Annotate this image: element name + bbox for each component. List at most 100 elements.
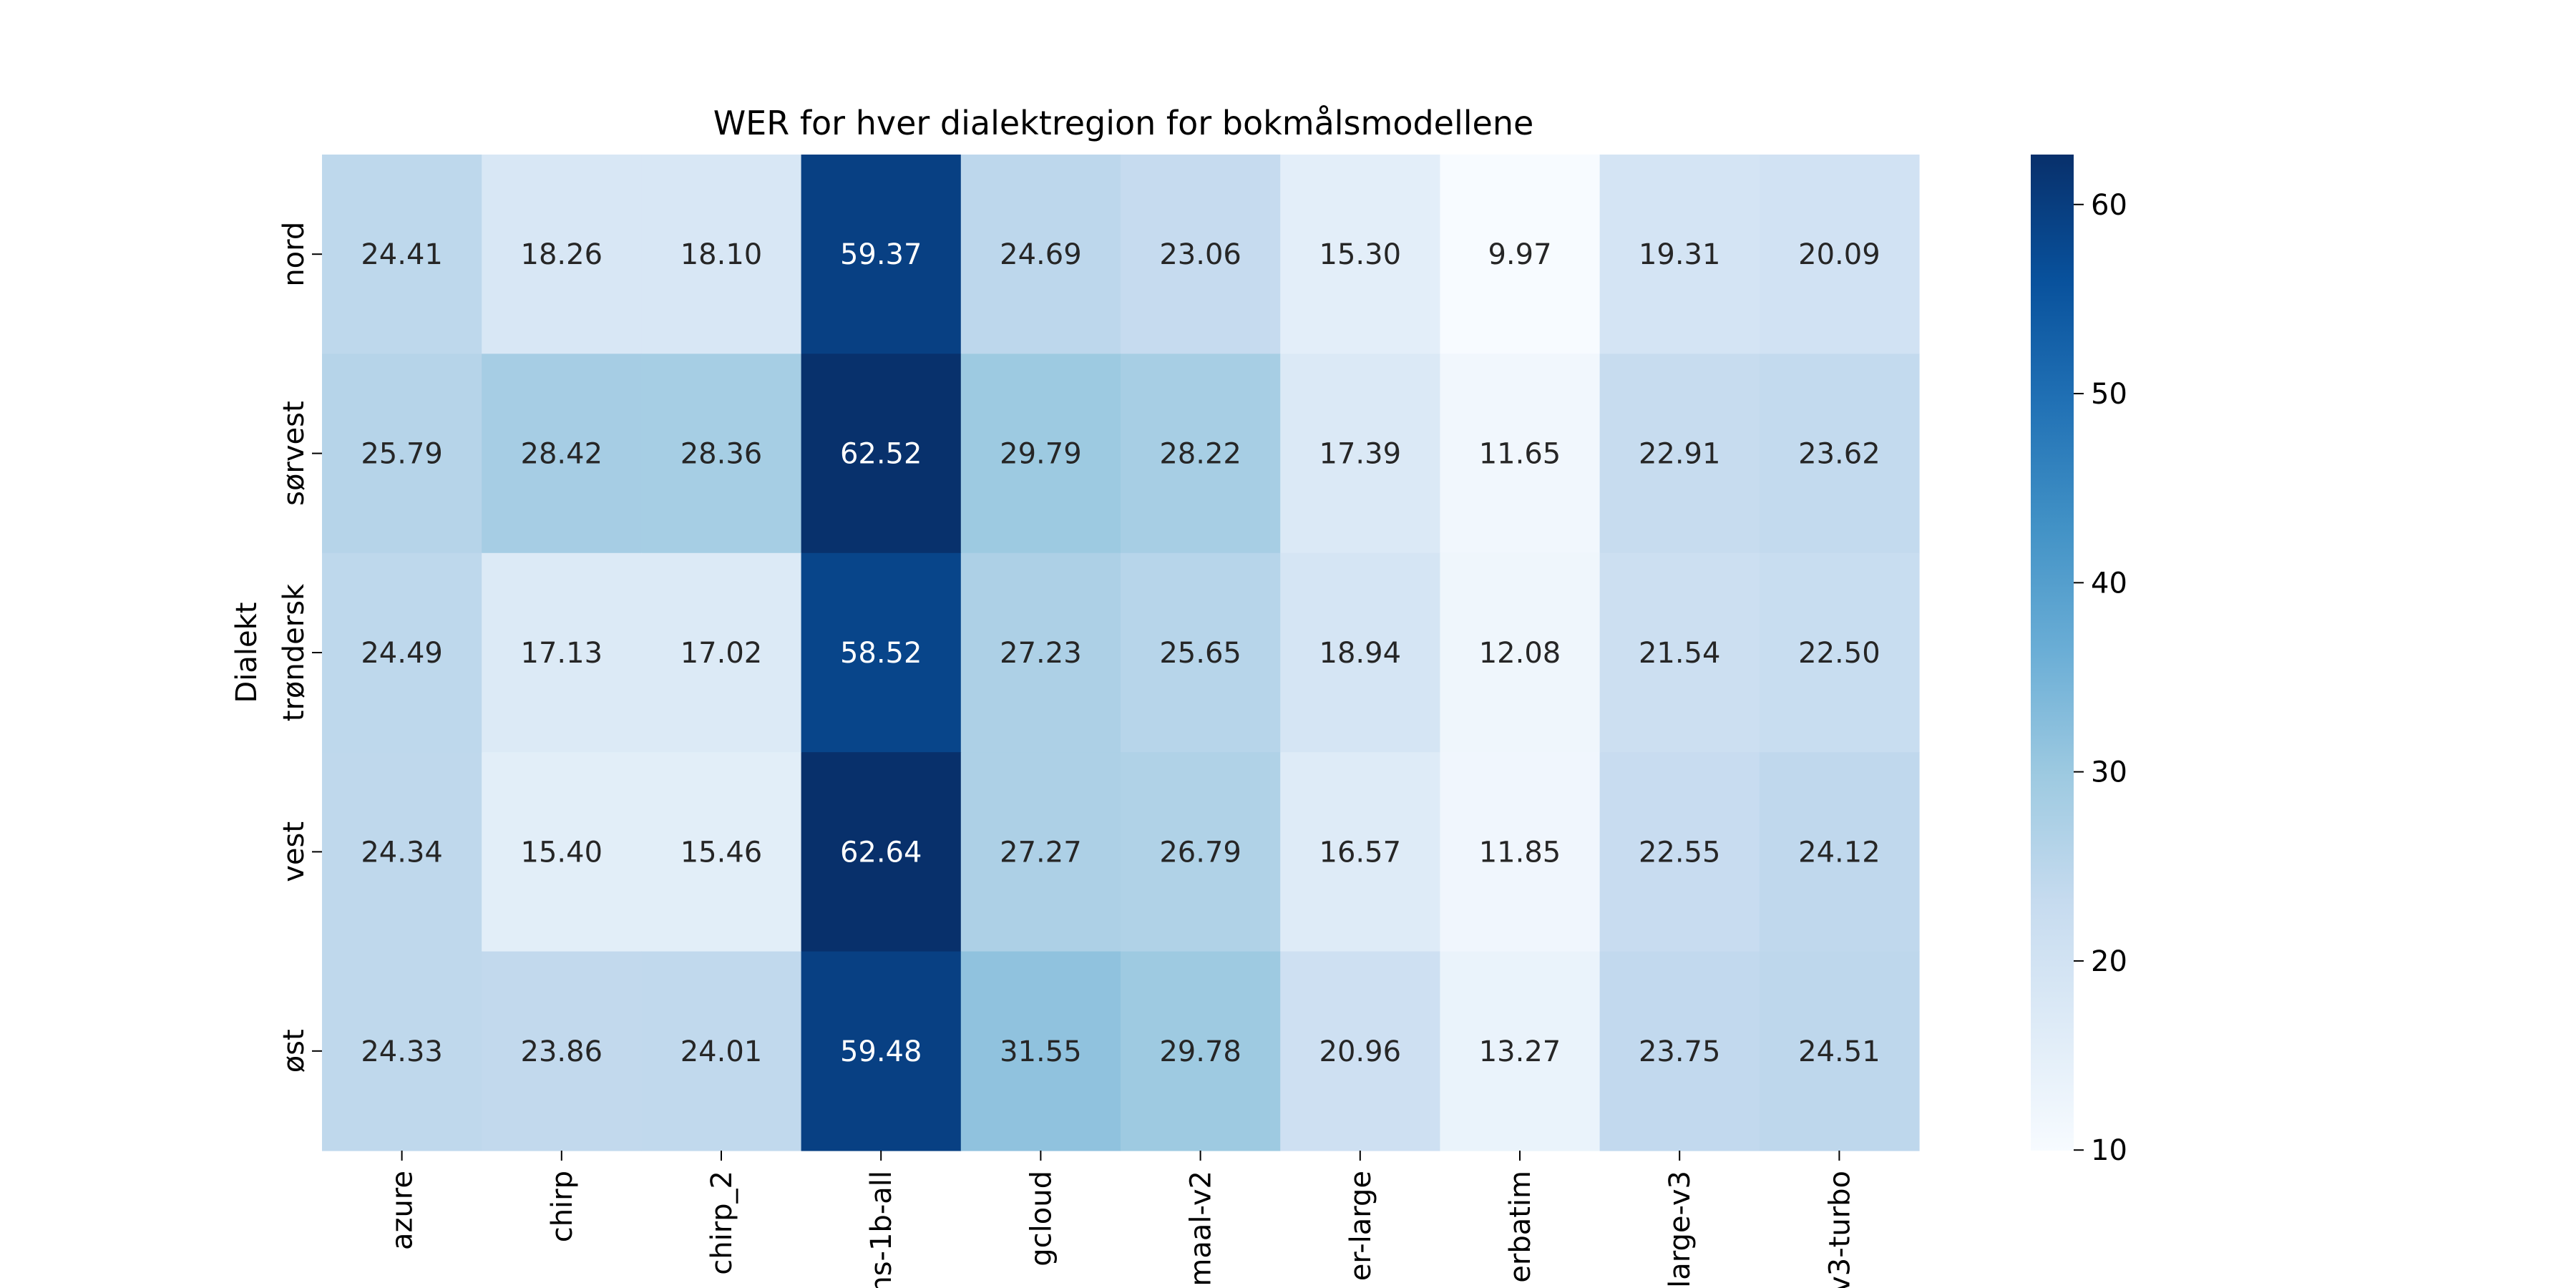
heatmap-cell: [1280, 752, 1440, 952]
colorbar-gradient: [2031, 155, 2074, 1151]
heatmap-cell-label: 12.08: [1479, 637, 1561, 670]
heatmap-cell-label: 17.02: [680, 637, 763, 670]
y-tick-label: øst: [278, 1029, 311, 1073]
heatmap-cell-labels: 24.41 18.26 18.10 59.37 24.69 23.06 15.30 9.97 1…: [361, 238, 1880, 1068]
heatmap-cell-label: 59.48: [840, 1035, 922, 1068]
heatmap-cell-label: 24.51: [1798, 1035, 1880, 1068]
heatmap-cell-label: 26.79: [1159, 836, 1241, 869]
heatmap-cell-label: 58.52: [840, 637, 922, 670]
heatmap-cell: [322, 353, 482, 554]
heatmap-cells: [322, 155, 1920, 1151]
heatmap-cell: [1121, 752, 1281, 952]
heatmap-cell: [1759, 353, 1920, 554]
heatmap-cell-label: 25.65: [1159, 637, 1241, 670]
heatmap-cell-label: 22.91: [1639, 438, 1721, 471]
heatmap-cell: [1599, 155, 1760, 354]
heatmap-cell: [1440, 353, 1601, 554]
heatmap-cell: [322, 155, 482, 354]
heatmap-cell: [1280, 353, 1440, 554]
heatmap-cell: [1440, 552, 1601, 753]
heatmap-cell-label: 24.34: [361, 836, 443, 869]
heatmap-cell-label: 15.30: [1319, 238, 1402, 271]
heatmap-cell: [960, 951, 1121, 1151]
heatmap-cell-label: 19.31: [1639, 238, 1721, 271]
heatmap-cell-label: 29.79: [1000, 438, 1082, 471]
heatmap-cell: [1440, 951, 1601, 1151]
heatmap-cell: [1280, 155, 1440, 354]
heatmap-cell: [482, 951, 642, 1151]
heatmap-cell: [801, 353, 962, 554]
heatmap-cell-label: 16.57: [1319, 836, 1402, 869]
x-tick-label: large-v3: [1664, 1171, 1697, 1288]
y-tick-label: vest: [278, 821, 311, 882]
x-tick-label: ns-1b-all: [865, 1171, 898, 1288]
heatmap-cell: [641, 552, 802, 753]
heatmap-cell: [641, 155, 802, 354]
x-tick-label: v3-turbo: [1823, 1171, 1856, 1288]
colorbar: 10 20 30 40 50 60: [2031, 155, 2127, 1167]
chart-title: WER for hver dialektregion for bokmålsmo…: [713, 104, 1534, 142]
colorbar-tick-label: 50: [2091, 378, 2127, 411]
heatmap-cell-label: 24.01: [680, 1035, 763, 1068]
y-tick-label: nord: [278, 222, 311, 287]
x-tick-label: chirp: [546, 1171, 579, 1242]
heatmap-cell: [1280, 951, 1440, 1151]
heatmap-cell-label: 9.97: [1488, 238, 1551, 271]
heatmap-cell-label: 59.37: [840, 238, 922, 271]
heatmap-cell: [1599, 552, 1760, 753]
colorbar-tick-label: 30: [2091, 756, 2127, 789]
heatmap-cell-label: 11.65: [1479, 438, 1561, 471]
x-axis: azure chirp chirp_2 ns-1b-all gcloud maal-v2 e…: [386, 1151, 1856, 1288]
heatmap-cell-label: 23.86: [521, 1035, 603, 1068]
heatmap-cell-label: 18.26: [521, 238, 603, 271]
heatmap-cell: [801, 552, 962, 753]
heatmap-cell: [1280, 552, 1440, 753]
y-tick-label: trøndersk: [278, 583, 311, 721]
heatmap-cell-label: 27.23: [1000, 637, 1082, 670]
heatmap-cell: [1759, 552, 1920, 753]
heatmap-cell: [1599, 752, 1760, 952]
y-axis: nord sørvest trøndersk vest øst: [278, 222, 322, 1073]
heatmap-cell-label: 23.06: [1159, 238, 1241, 271]
heatmap-cell: [1121, 155, 1281, 354]
x-tick-label: azure: [386, 1171, 419, 1250]
heatmap-cell: [1759, 951, 1920, 1151]
heatmap-cell: [1121, 552, 1281, 753]
x-tick-label: chirp_2: [706, 1171, 738, 1275]
heatmap-cell: [1599, 951, 1760, 1151]
heatmap-cell: [801, 752, 962, 952]
heatmap-cell-label: 31.55: [1000, 1035, 1082, 1068]
heatmap-cell: [960, 752, 1121, 952]
heatmap-cell-label: 24.12: [1798, 836, 1880, 869]
colorbar-tick-label: 20: [2091, 945, 2127, 978]
heatmap-cell: [482, 552, 642, 753]
heatmap-cell-label: 62.64: [840, 836, 922, 869]
heatmap-cell: [801, 155, 962, 354]
heatmap-cell-label: 28.22: [1159, 438, 1241, 471]
heatmap-cell-label: 28.42: [521, 438, 603, 471]
heatmap-cell-label: 18.10: [680, 238, 763, 271]
heatmap-cell: [482, 155, 642, 354]
heatmap-cell: [1759, 155, 1920, 354]
heatmap-cell: [1599, 353, 1760, 554]
heatmap-cell-label: 20.09: [1798, 238, 1880, 271]
heatmap-cell-label: 15.40: [521, 836, 603, 869]
heatmap-cell: [482, 752, 642, 952]
heatmap-cell-label: 22.50: [1798, 637, 1880, 670]
heatmap-cell-label: 17.13: [521, 637, 603, 670]
heatmap-cell-label: 21.54: [1639, 637, 1721, 670]
heatmap-cell: [1440, 752, 1601, 952]
heatmap-cell-label: 17.39: [1319, 438, 1402, 471]
heatmap-cell: [482, 353, 642, 554]
heatmap-cell-label: 22.55: [1639, 836, 1721, 869]
heatmap-cell-label: 24.33: [361, 1035, 443, 1068]
heatmap-cell: [641, 752, 802, 952]
heatmap-cell-label: 25.79: [361, 438, 443, 471]
heatmap-cell-label: 15.46: [680, 836, 763, 869]
heatmap-cell: [960, 155, 1121, 354]
heatmap-cell-label: 20.96: [1319, 1035, 1402, 1068]
x-tick-label: erbatim: [1504, 1171, 1537, 1283]
heatmap-cell: [322, 752, 482, 952]
heatmap-cell: [960, 353, 1121, 554]
